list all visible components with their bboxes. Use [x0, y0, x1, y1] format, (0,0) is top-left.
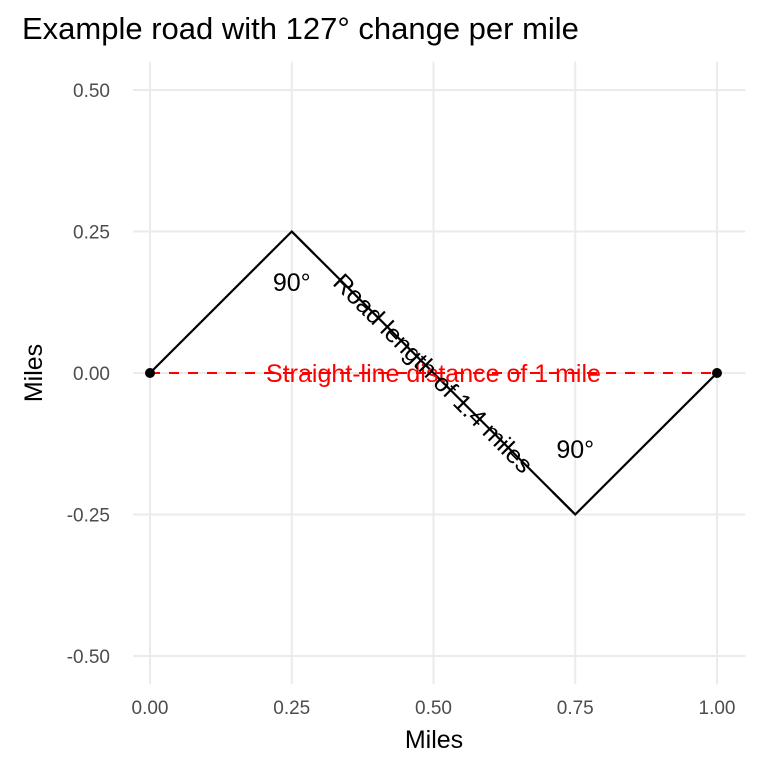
- right-angle-tick: [290, 230, 315, 255]
- x-tick-label: 0.00: [132, 698, 169, 719]
- axis-layer: 0.00 0.25 0.50 0.75 1.00 -0.50 -0.25 0.00 0.25 0.…: [67, 81, 736, 719]
- y-axis-label: Miles: [20, 344, 48, 402]
- straight-line-label: Straight-line distance of 1 mile: [266, 360, 601, 388]
- y-tick-label: 0.00: [73, 364, 110, 385]
- x-tick-label: 1.00: [699, 698, 736, 719]
- y-tick-label: 0.25: [73, 223, 110, 244]
- endpoint-marker: [712, 368, 722, 378]
- y-tick-label: -0.25: [67, 506, 110, 527]
- y-tick-label: 0.50: [73, 81, 110, 102]
- right-angle-label: 90°: [556, 436, 594, 464]
- right-angle-tick: [552, 491, 577, 516]
- right-angle-label: 90°: [273, 269, 311, 297]
- y-tick-label: -0.50: [67, 647, 110, 668]
- chart-title: Example road with 127° change per mile: [22, 11, 579, 46]
- endpoint-marker: [145, 368, 155, 378]
- x-axis-label: Miles: [405, 726, 463, 754]
- data-layer: [145, 229, 722, 517]
- x-tick-label: 0.25: [273, 698, 310, 719]
- road-line: [149, 229, 718, 517]
- x-tick-label: 0.75: [557, 698, 594, 719]
- x-tick-label: 0.50: [415, 698, 452, 719]
